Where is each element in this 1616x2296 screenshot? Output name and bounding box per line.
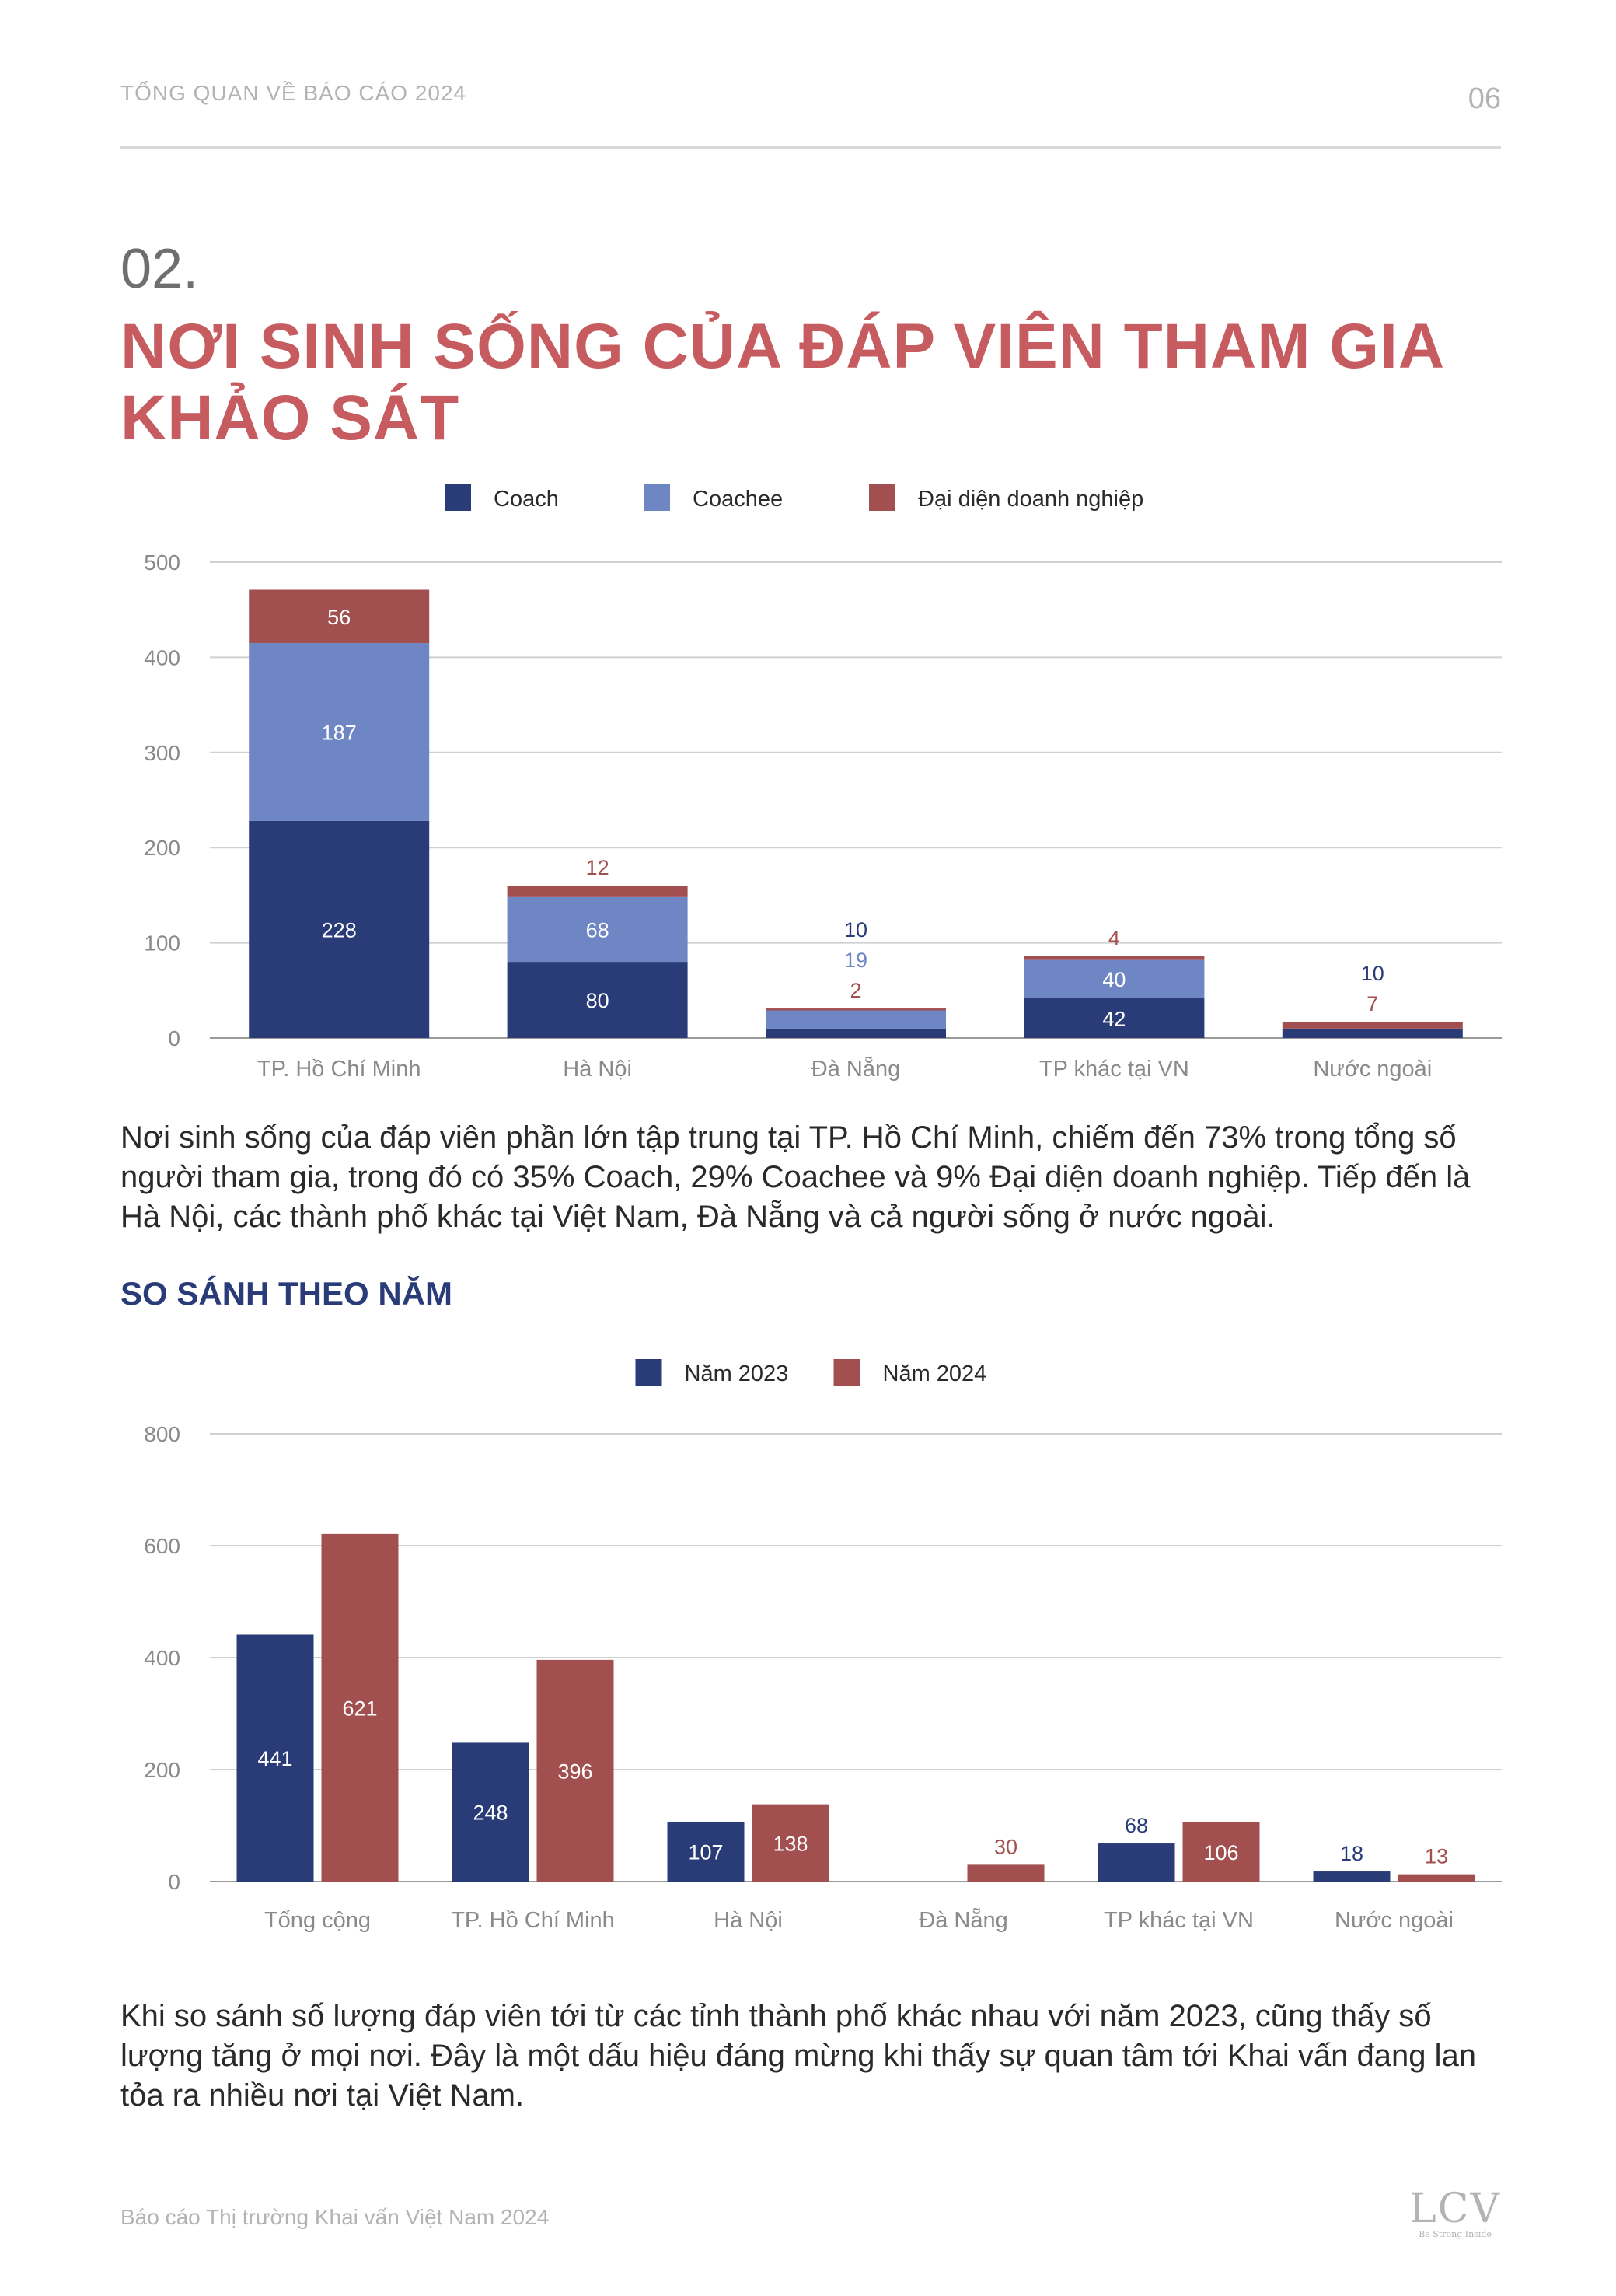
data-label-ha-noi-coach: 80 (586, 989, 609, 1012)
data-label-nuoc-ngoai-nam-2023: 18 (1340, 1842, 1363, 1865)
footer-text: Báo cáo Thị trường Khai vấn Việt Nam 202… (120, 2205, 550, 2229)
bar-tp-ho-chi-minh-coachee (249, 643, 430, 821)
logo-wordmark: LCV (1409, 2186, 1501, 2232)
legend-label-coachee: Coachee (693, 487, 783, 512)
x-tick-label-tp-ho-chi-minh: TP. Hồ Chí Minh (257, 1057, 421, 1082)
bar-tp-khac-tai-vn-dai-dien-doanh-nghiep (1024, 956, 1205, 960)
data-label-nuoc-ngoai-dai-dien-doanh-nghiep: 7 (1366, 992, 1378, 1015)
legend-swatch-nam-2024 (833, 1359, 860, 1386)
data-label-nuoc-ngoai-nam-2024: 13 (1425, 1845, 1448, 1868)
page-number: 06 (1468, 82, 1501, 115)
data-label-tong-cong-nam-2023: 441 (257, 1747, 292, 1770)
y-tick-label-500: 500 (144, 550, 180, 575)
paragraph-residence-summary: Nơi sinh sống của đáp viên phần lớn tập … (120, 1120, 1471, 1234)
legend-swatch-dai-dien-doanh-nghiep (869, 484, 895, 511)
year-comparison-chart: Năm 2023 Năm 2024 0 200 400 600 800 441 621 Tổng … (144, 1359, 1502, 1933)
data-label-ha-noi-nam-2023: 107 (688, 1840, 723, 1864)
data-label-tp-ho-chi-minh-nam-2024: 396 (557, 1760, 592, 1783)
data-label-tp-ho-chi-minh-coachee: 187 (322, 721, 357, 744)
legend-label-coach: Coach (494, 487, 559, 512)
logo-tagline: Be Strong Inside (1419, 2229, 1492, 2239)
x-tick-label-tp-khac-tai-vn: TP khác tại VN (1039, 1057, 1189, 1082)
bar-da-nang-coachee (766, 1010, 946, 1029)
x-tick-label-nuoc-ngoai: Nước ngoài (1313, 1057, 1432, 1082)
bar-tp-khac-tai-vn-nam-2023 (1098, 1843, 1175, 1882)
data-label-tp-khac-tai-vn-dai-dien-doanh-nghiep: 4 (1108, 927, 1120, 950)
legend-swatch-coach (445, 484, 471, 511)
y-tick-label-600: 600 (144, 1534, 180, 1558)
data-label-tp-ho-chi-minh-coach: 228 (322, 918, 357, 942)
y-tick-label-300: 300 (144, 741, 180, 765)
data-label-da-nang-coachee: 19 (844, 949, 867, 972)
bar-ha-noi-coach (507, 962, 688, 1038)
data-label-tp-ho-chi-minh-nam-2023: 248 (473, 1802, 508, 1825)
data-label-nuoc-ngoai-coach: 10 (1361, 962, 1384, 985)
x-tick-label-tong-cong: Tổng cộng (264, 1908, 371, 1933)
bar-nuoc-ngoai-nam-2024 (1398, 1874, 1475, 1882)
y-tick-label-200: 200 (144, 836, 180, 860)
bar-tp-ho-chi-minh-coach (249, 820, 430, 1038)
bar-da-nang-dai-dien-doanh-nghiep (766, 1008, 946, 1011)
comparison-subheading: SO SÁNH THEO NĂM (120, 1275, 453, 1312)
paragraph-year-comparison: Khi so sánh số lượng đáp viên tới từ các… (120, 1999, 1476, 2113)
legend-label-dai-dien-doanh-nghiep: Đại diện doanh nghiệp (918, 487, 1143, 512)
data-label-tp-khac-tai-vn-nam-2023: 68 (1125, 1814, 1148, 1837)
bar-tp-khac-tai-vn-coachee (1024, 959, 1205, 998)
data-label-da-nang-coach: 10 (844, 918, 867, 942)
bar-nuoc-ngoai-nam-2023 (1313, 1871, 1391, 1882)
y-tick-label-400: 400 (144, 645, 180, 669)
data-label-tp-khac-tai-vn-nam-2024: 106 (1203, 1841, 1238, 1864)
bar-tong-cong-nam-2023 (236, 1634, 314, 1882)
section-title: NƠI SINH SỐNG CỦA ĐÁP VIÊN THAM GIA KHẢO… (120, 311, 1443, 453)
data-label-da-nang-dai-dien-doanh-nghiep: 2 (850, 979, 861, 1002)
bar-ha-noi-coachee (507, 896, 688, 963)
y-tick-label-400: 400 (144, 1646, 180, 1670)
bar-ha-noi-nam-2024 (752, 1804, 829, 1882)
data-label-tp-khac-tai-vn-coachee: 40 (1102, 968, 1126, 991)
header-divider (120, 146, 1501, 149)
x-tick-label-nuoc-ngoai: Nước ngoài (1335, 1908, 1454, 1933)
x-tick-label-ha-noi: Hà Nội (563, 1057, 632, 1082)
section-number: 02. (120, 238, 199, 300)
bar-ha-noi-nam-2023 (667, 1821, 745, 1882)
bar-nuoc-ngoai-dai-dien-doanh-nghiep (1282, 1022, 1463, 1029)
bar-da-nang-coach (766, 1028, 946, 1038)
y-tick-label-800: 800 (144, 1422, 180, 1446)
bar-tp-ho-chi-minh-dai-dien-doanh-nghiep (249, 589, 430, 644)
x-tick-label-da-nang: Đà Nẵng (811, 1056, 900, 1082)
bar-tong-cong-nam-2024 (321, 1533, 399, 1882)
data-label-da-nang-nam-2024: 30 (994, 1835, 1017, 1858)
legend-label-nam-2023: Năm 2023 (685, 1361, 789, 1386)
x-tick-label-ha-noi: Hà Nội (714, 1908, 783, 1933)
legend-label-nam-2024: Năm 2024 (883, 1361, 987, 1386)
bar-tp-ho-chi-minh-nam-2024 (536, 1659, 614, 1882)
x-tick-label-da-nang: Đà Nẵng (919, 1907, 1007, 1933)
legend-swatch-nam-2023 (635, 1359, 662, 1386)
data-label-tp-ho-chi-minh-dai-dien-doanh-nghiep: 56 (327, 606, 351, 629)
y-tick-label-100: 100 (144, 931, 180, 956)
bar-tp-khac-tai-vn-nam-2024 (1182, 1822, 1260, 1882)
x-tick-label-tp-khac-tai-vn: TP khác tại VN (1104, 1908, 1254, 1933)
y-tick-label-0: 0 (168, 1026, 180, 1050)
stacked-bar-chart: Coach Coachee Đại diện doanh nghiệp 0 100 200… (144, 484, 1502, 1082)
data-label-ha-noi-nam-2024: 138 (773, 1832, 808, 1855)
bar-tp-khac-tai-vn-coach (1024, 998, 1205, 1038)
bar-nuoc-ngoai-coach (1282, 1028, 1463, 1038)
bar-tp-ho-chi-minh-nam-2023 (452, 1742, 529, 1882)
bar-da-nang-nam-2024 (967, 1864, 1045, 1882)
data-label-tp-khac-tai-vn-coach: 42 (1102, 1007, 1126, 1030)
y-tick-label-200: 200 (144, 1758, 180, 1782)
data-label-tong-cong-nam-2024: 621 (342, 1697, 377, 1720)
header-title: TỔNG QUAN VỀ BÁO CÁO 2024 (120, 81, 467, 105)
data-label-ha-noi-coachee: 68 (586, 918, 609, 942)
lcv-logo: LCV Be Strong Inside (1409, 2189, 1501, 2240)
x-tick-label-tp-ho-chi-minh: TP. Hồ Chí Minh (451, 1908, 615, 1933)
legend-swatch-coachee (644, 484, 670, 511)
y-tick-label-0: 0 (168, 1870, 180, 1894)
data-label-ha-noi-dai-dien-doanh-nghiep: 12 (586, 856, 609, 879)
bar-ha-noi-dai-dien-doanh-nghiep (507, 886, 688, 897)
